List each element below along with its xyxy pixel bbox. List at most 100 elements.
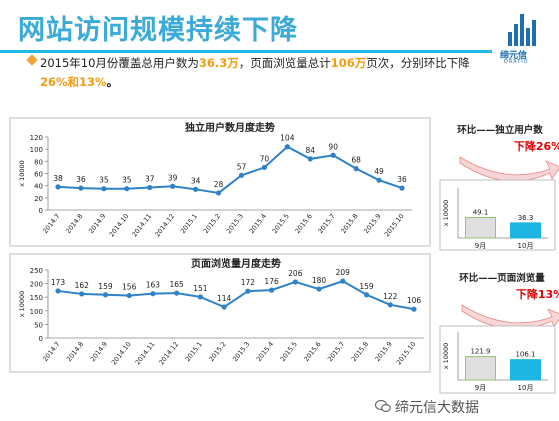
pv-chart-point: [55, 288, 61, 294]
pv-chart-point: [150, 291, 156, 297]
uv-mom-chart-bar-label: 36.3: [518, 214, 534, 222]
pv-chart-y-label: x 10000: [18, 291, 26, 318]
pv-chart-y-tick-label: 150: [30, 294, 43, 302]
summary-part-2: ，页面浏览量总计: [238, 56, 331, 70]
pv-chart-point: [221, 304, 227, 310]
uv-chart-point: [147, 184, 153, 191]
pv-chart-point: [292, 279, 298, 285]
logo-icon: [508, 14, 536, 46]
uv-chart-data-label: 84: [305, 146, 315, 155]
uv-chart-title: 独立用户数月度走势: [185, 121, 275, 134]
pv-chart-point: [126, 292, 132, 299]
uv-chart-y-tick-label: 120: [30, 134, 43, 142]
pv-chart-point: [269, 287, 275, 293]
pv-chart-point: [174, 290, 180, 296]
pv-chart-point: [363, 292, 370, 298]
uv-chart-data-label: 36: [76, 175, 86, 184]
wechat-icon: [375, 399, 391, 413]
uv-mom-title: 环比——独立用户数: [457, 124, 543, 136]
pv-chart-point: [197, 294, 203, 300]
uv-chart-frame: [9, 117, 431, 247]
pv-chart-data-label: 165: [170, 280, 185, 289]
pv-chart-point: [340, 278, 346, 284]
summary-text: 2015年10月份覆盖总用户数为36.3万，页面浏览量总计106万页次，分别环比…: [40, 54, 495, 92]
summary-part-3: 页次，分别环比下降: [366, 56, 470, 70]
summary-part-1: 2015年10月份覆盖总用户数为: [40, 56, 199, 70]
summary-end: 。: [106, 75, 119, 89]
pv-chart-y-tick-label: 0: [39, 335, 43, 343]
uv-chart-data-label: 90: [328, 142, 338, 151]
pv-chart-data-label: 159: [359, 282, 374, 291]
uv-chart-point: [55, 184, 61, 190]
uv-chart-point: [124, 186, 130, 192]
uv-chart-point: [261, 164, 267, 171]
title-rule: [0, 50, 492, 53]
pv-chart-data-label: 159: [98, 282, 113, 291]
pv-chart-data-label: 176: [264, 277, 279, 286]
uv-chart-data-label: 35: [122, 176, 132, 185]
uv-chart-y-label: x 10000: [18, 160, 26, 187]
pv-mom-chart-bar: [465, 356, 496, 381]
pv-chart-data-label: 156: [122, 283, 137, 292]
pv-chart-point: [79, 291, 85, 297]
uv-mom-chart-y-label: x 10000: [442, 200, 450, 227]
pv-chart-y-tick-label: 100: [30, 308, 43, 316]
pv-chart-data-label: 209: [336, 268, 351, 277]
uv-mom-chart-x-tick-label: 10月: [518, 242, 534, 250]
uv-chart-data-label: 37: [145, 174, 155, 183]
uv-chart-data-label: 28: [214, 180, 224, 189]
uv-mom-chart-x-tick-label: 9月: [475, 242, 486, 250]
uv-chart-data-label: 49: [374, 167, 384, 176]
uv-mom-note: 下降26%: [514, 139, 559, 153]
uv-mom-down-arrow-icon: [459, 156, 559, 182]
uv-chart-point: [215, 190, 222, 196]
uv-chart-y-tick-label: 0: [39, 207, 43, 215]
uv-chart-y-tick-label: 20: [34, 195, 43, 203]
uv-chart-data-label: 104: [280, 134, 295, 143]
uv-chart-data-label: 36: [397, 175, 407, 184]
uv-chart-series-line: [57, 145, 403, 195]
pv-chart-data-label: 173: [51, 278, 66, 287]
pv-chart-data-label: 206: [288, 269, 303, 278]
summary-uv: 36.3万: [198, 56, 239, 70]
summary-pct: 26%和13%: [40, 75, 107, 89]
pv-chart-data-label: 172: [241, 278, 256, 287]
uv-chart-y-tick-label: 100: [30, 146, 43, 154]
watermark-text: 缔元信大数据: [395, 400, 479, 416]
uv-chart-point: [399, 185, 405, 191]
uv-mom-chart-bar: [510, 222, 541, 239]
logo-text: 缔元信: [500, 51, 528, 61]
uv-chart-data-label: 70: [260, 154, 270, 163]
uv-chart-point: [238, 172, 245, 178]
pv-mom-chart-x-tick-label: 10月: [518, 384, 534, 392]
pv-mom-chart-bar-label: 106.1: [515, 351, 535, 359]
uv-chart-point: [330, 152, 336, 158]
page-title: 网站访问规模持续下降: [18, 15, 298, 46]
pv-chart-point: [387, 302, 393, 308]
pv-mom-title: 环比——页面浏览量: [459, 272, 545, 284]
pv-chart-data-label: 114: [217, 294, 232, 303]
pv-chart-data-label: 106: [407, 296, 422, 305]
uv-mom-chart-frame: [439, 179, 556, 251]
pv-chart-series-line: [57, 280, 415, 311]
uv-chart-point: [307, 156, 313, 162]
uv-chart-point: [78, 185, 84, 191]
uv-chart-point: [101, 186, 107, 192]
pv-chart-title: 页面浏览量月度走势: [191, 257, 281, 270]
uv-chart-y-tick-label: 40: [34, 183, 43, 191]
uv-chart-y-tick-label: 80: [34, 158, 43, 166]
pv-chart-point: [411, 306, 417, 312]
uv-chart-point: [376, 177, 382, 183]
pv-mom-chart-y-label: x 10000: [442, 343, 450, 370]
uv-chart-point: [353, 166, 359, 172]
uv-chart-data-label: 34: [191, 176, 201, 185]
pv-chart-data-label: 163: [146, 281, 161, 290]
uv-chart-point: [284, 144, 290, 150]
uv-chart-y-tick-label: 60: [34, 171, 43, 179]
pv-chart-y-tick-label: 50: [34, 321, 43, 329]
uv-mom-chart-bar-label: 49.1: [473, 209, 489, 217]
uv-chart-data-label: 35: [99, 176, 109, 185]
uv-chart-point: [193, 186, 199, 192]
pv-mom-note: 下降13%: [516, 287, 559, 301]
